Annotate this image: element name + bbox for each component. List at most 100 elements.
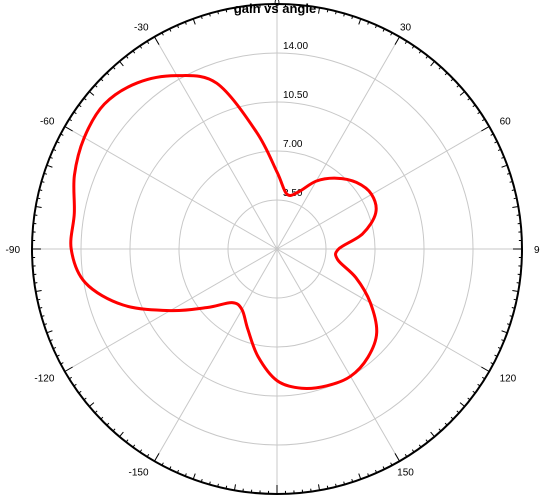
tick-24	[374, 24, 378, 29]
tick-128	[467, 397, 471, 401]
tick-170	[318, 484, 321, 491]
tick-312	[94, 84, 98, 88]
tick-146	[411, 449, 415, 453]
tick-166	[335, 483, 337, 487]
tick-234	[78, 390, 82, 394]
tick-62	[490, 133, 494, 136]
angular-tick-labels: 0306090120150-180-150-120-90-60-30	[6, 0, 540, 479]
tick-308	[83, 97, 87, 101]
tick-190	[233, 484, 236, 491]
tick-326	[139, 45, 143, 49]
tick-32	[404, 40, 408, 45]
tick-40	[430, 60, 435, 67]
tick-18	[351, 15, 354, 19]
tick-302	[68, 118, 73, 122]
tick-258	[37, 298, 41, 301]
tick-68	[501, 156, 505, 159]
tick-244	[56, 354, 60, 357]
tick-232	[83, 397, 87, 401]
tick-298	[60, 133, 64, 136]
tick-222	[112, 428, 116, 432]
tick-328	[146, 40, 150, 45]
tick-56	[477, 111, 481, 115]
radial-label-3: 14.00	[283, 41, 308, 52]
tick-314	[100, 78, 104, 82]
tick-138	[438, 428, 442, 432]
tick-120	[481, 366, 490, 372]
tick-16	[343, 13, 346, 17]
tick-242	[60, 362, 64, 365]
tick-320	[119, 60, 124, 67]
tick-74	[509, 180, 513, 183]
grid-spoke-150	[276, 248, 400, 462]
tick-48	[456, 84, 460, 88]
tick-246	[52, 346, 57, 350]
tick-334	[169, 28, 172, 32]
tick-322	[125, 55, 129, 59]
tick-284	[39, 189, 43, 191]
tick-224	[106, 422, 110, 426]
tick-28	[390, 32, 393, 36]
tick-330	[154, 36, 160, 45]
tick-204	[176, 469, 180, 474]
tick-144	[418, 444, 422, 448]
tick-220	[119, 431, 124, 438]
tick-296	[56, 141, 60, 144]
tick-34	[411, 45, 415, 49]
tick-214	[139, 449, 143, 453]
tick-348	[225, 9, 228, 13]
tick-148	[404, 453, 408, 458]
tick-340	[192, 18, 196, 25]
tick-230	[88, 402, 95, 407]
tick-10	[318, 7, 321, 14]
tick-164	[343, 481, 346, 485]
tick-106	[509, 315, 513, 318]
tick-250	[46, 330, 53, 334]
tick-248	[49, 339, 53, 342]
tick-110	[501, 330, 508, 334]
tick-116	[494, 354, 498, 357]
tick-210	[154, 453, 160, 462]
tick-118	[490, 362, 494, 365]
tick-282	[37, 197, 41, 200]
tick-238	[68, 376, 73, 380]
tick-102	[513, 298, 517, 301]
tick-140	[430, 431, 435, 438]
tick-20	[358, 18, 362, 25]
tick-158	[367, 473, 370, 477]
tick-212	[146, 453, 150, 458]
tick-130	[459, 402, 466, 407]
angle-label-0: 0	[274, 0, 280, 9]
tick-240	[64, 366, 73, 372]
tick-338	[184, 21, 187, 25]
angle-label-240: -120	[34, 374, 54, 385]
tick-108	[507, 323, 511, 326]
angle-label-30: 30	[400, 22, 412, 33]
grid-spoke-30	[276, 36, 400, 250]
angle-label-90: 90	[534, 245, 540, 256]
tick-254	[41, 315, 45, 318]
tick-12	[326, 9, 329, 13]
tick-316	[106, 72, 110, 76]
tick-226	[100, 416, 104, 420]
tick-252	[43, 323, 47, 326]
tick-286	[41, 180, 45, 183]
tick-336	[176, 24, 180, 29]
tick-104	[511, 307, 515, 309]
grid-spoke-210	[154, 248, 278, 462]
tick-292	[49, 156, 53, 159]
angle-label-300: -60	[40, 117, 55, 128]
tick-150	[394, 453, 400, 462]
tick-216	[132, 444, 136, 448]
tick-36	[418, 50, 422, 54]
tick-236	[73, 383, 77, 387]
tick-304	[73, 111, 77, 115]
tick-124	[477, 383, 481, 387]
angle-label-60: 60	[500, 117, 512, 128]
tick-154	[382, 466, 385, 470]
series-layer	[69, 74, 379, 391]
tick-122	[481, 376, 486, 380]
tick-136	[444, 422, 448, 426]
